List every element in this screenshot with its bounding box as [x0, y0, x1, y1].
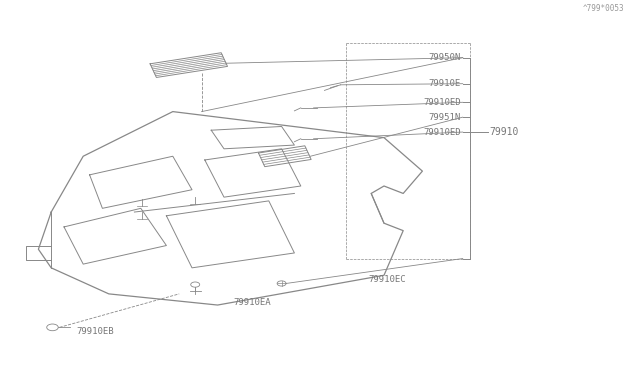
Text: 79910ED: 79910ED — [423, 98, 461, 107]
Text: 79910EB: 79910EB — [77, 327, 115, 336]
Text: 79910E: 79910E — [429, 79, 461, 88]
Text: 79950N: 79950N — [429, 53, 461, 62]
Text: 79910: 79910 — [490, 127, 519, 137]
Text: 79951N: 79951N — [429, 113, 461, 122]
Text: 79910EC: 79910EC — [368, 275, 406, 283]
Text: ^799*0053: ^799*0053 — [582, 4, 624, 13]
Text: 79910ED: 79910ED — [423, 128, 461, 137]
Text: 79910EA: 79910EA — [234, 298, 271, 307]
